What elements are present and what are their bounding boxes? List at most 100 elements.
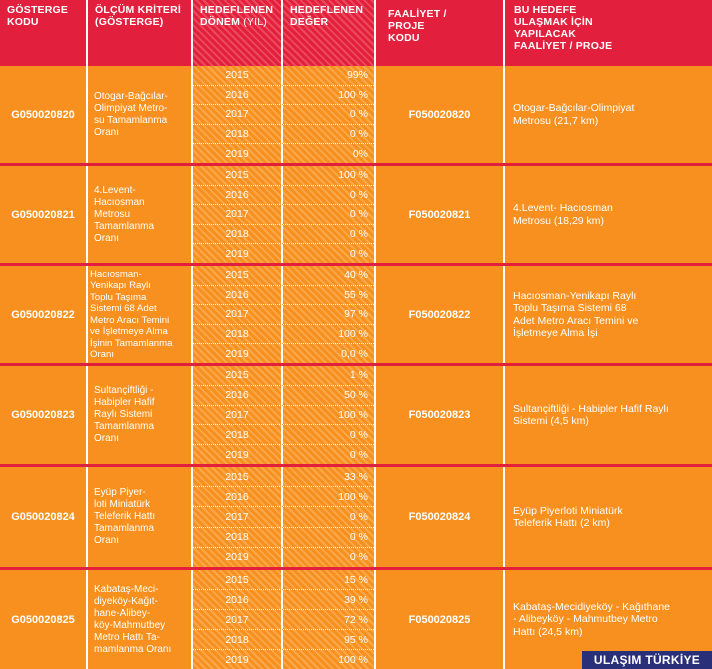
table-row: 2018 0 % xyxy=(193,425,374,446)
year-cell: 2017 xyxy=(193,205,283,224)
value-cell: 99% xyxy=(346,69,368,82)
table-row: 2018 100 % xyxy=(193,324,374,345)
indicator-code: G050020822 xyxy=(0,266,88,363)
activity-description: Sultançiftliği - Habipler Hafif Raylı Si… xyxy=(513,402,669,428)
value-cell: 0 % xyxy=(349,247,368,260)
year-cell: 2018 xyxy=(193,630,283,649)
indicator-code: G050020823 xyxy=(0,366,88,464)
value-cell: 0 % xyxy=(349,551,368,564)
year-cell: 2015 xyxy=(193,66,283,85)
value-cell: 100 % xyxy=(338,169,368,182)
year-cell: 2017 xyxy=(193,105,283,124)
value-cell: 0% xyxy=(352,147,368,160)
activity-description: Kabataş-Mecidiyeköy - Kağıthane - Alibey… xyxy=(513,600,671,638)
table-row: 2017 97 % xyxy=(193,305,374,325)
year-cell: 2019 xyxy=(193,344,283,363)
footer-badge: ULAŞIM TÜRKİYE xyxy=(582,651,712,669)
value-cell: 72 % xyxy=(344,613,368,626)
header-target-value: HEDEFLENEN DEĞER xyxy=(283,0,376,66)
header-target-period: HEDEFLENEN DÖNEM (YIL) xyxy=(193,0,283,66)
value-cell: 100 % xyxy=(338,408,368,421)
indicator-group: G050020821 4.Levent- Hacıosman Metrosu T… xyxy=(0,166,712,266)
table-row: 2018 0 % xyxy=(193,527,374,548)
year-cell: 2018 xyxy=(193,224,283,244)
value-cell: 0 % xyxy=(349,208,368,221)
year-cell: 2015 xyxy=(193,570,283,589)
year-cell: 2019 xyxy=(193,445,283,464)
value-cell: 0,0 % xyxy=(341,347,368,360)
table-row: 2015 99% xyxy=(193,66,374,86)
table-row: 2017 0 % xyxy=(193,105,374,125)
table-row: 2015 1 % xyxy=(193,366,374,386)
table-row: 2017 0 % xyxy=(193,507,374,528)
value-cell: 0 % xyxy=(349,511,368,523)
table-row: 2016 0 % xyxy=(193,185,374,206)
table-row: 2019 0 % xyxy=(193,445,374,464)
value-cell: 0 % xyxy=(349,188,368,201)
year-values: 2015 33 % 2016 100 % 2017 0 % 2018 0 % 2019 0… xyxy=(193,467,376,568)
year-cell: 2016 xyxy=(193,85,283,105)
year-values: 2015 15 % 2016 39 % 2017 72 % 2018 95 % 2019… xyxy=(193,570,376,669)
year-cell: 2018 xyxy=(193,527,283,547)
indicator-group: G050020822 Hacıosman- Yenikapı Raylı Top… xyxy=(0,266,712,366)
year-cell: 2016 xyxy=(193,590,283,609)
year-values: 2015 1 % 2016 50 % 2017 100 % 2018 0 % 2019 0… xyxy=(193,366,376,464)
indicator-code: G050020825 xyxy=(0,570,88,669)
activity-description: Eyüp Piyerloti Miniatürk Teleferik Hattı… xyxy=(513,504,623,530)
value-cell: 100 % xyxy=(338,328,368,341)
activity-description: Otogar-Bağcılar-Olimpiyat Metrosu (21,7 … xyxy=(513,102,635,127)
header-period-title: HEDEFLENEN xyxy=(200,4,274,16)
value-cell: 95 % xyxy=(344,633,368,646)
table-row: 2016 50 % xyxy=(193,385,374,406)
year-cell: 2018 xyxy=(193,425,283,445)
year-cell: 2015 xyxy=(193,166,283,185)
table-row: 2019 100 % xyxy=(193,650,374,669)
table-row: 2016 100 % xyxy=(193,85,374,106)
activity-description: 4.Levent- Hacıosman Metrosu (18,29 km) xyxy=(513,202,613,227)
value-cell: 0 % xyxy=(349,531,368,544)
criterion: Otogar-Bağcılar- Olimpiyat Metro- su Tam… xyxy=(88,66,193,163)
header-period-word: DÖNEM xyxy=(200,16,241,28)
criterion: 4.Levent- Hacıosman Metrosu Tamamlanma O… xyxy=(88,166,193,263)
header-criterion: ÖLÇÜM KRİTERİ (GÖSTERGE) xyxy=(88,0,193,66)
header-activity-code: FAALİYET / PROJE KODU xyxy=(376,0,505,66)
activity-code: F050020823 xyxy=(376,366,505,464)
year-cell: 2017 xyxy=(193,507,283,527)
table-row: 2019 0 % xyxy=(193,244,374,263)
year-cell: 2015 xyxy=(193,467,283,487)
value-cell: 0 % xyxy=(349,448,368,461)
table-row: 2019 0% xyxy=(193,144,374,163)
header-criterion-sub: (GÖSTERGE) xyxy=(95,16,164,28)
year-cell: 2019 xyxy=(193,244,283,263)
value-cell: 0 % xyxy=(349,428,368,441)
indicator-code: G050020820 xyxy=(0,66,88,163)
indicator-group: G050020820 Otogar-Bağcılar- Olimpiyat Me… xyxy=(0,66,712,166)
table-row: 2016 100 % xyxy=(193,487,374,508)
header-indicator-code: GÖSTERGE KODU xyxy=(0,0,88,66)
table-row: 2018 95 % xyxy=(193,630,374,650)
indicator-group: G050020823 Sultançiftliği - Habipler Haf… xyxy=(0,366,712,467)
table-row: 2015 40 % xyxy=(193,266,374,286)
header-criterion-title: ÖLÇÜM KRİTERİ xyxy=(95,4,182,16)
table-row: 2015 100 % xyxy=(193,166,374,186)
table-header: GÖSTERGE KODU ÖLÇÜM KRİTERİ (GÖSTERGE) H… xyxy=(0,0,712,66)
value-cell: 40 % xyxy=(344,269,368,282)
value-cell: 50 % xyxy=(344,389,368,402)
value-cell: 55 % xyxy=(344,288,368,301)
value-cell: 100 % xyxy=(338,88,368,101)
criterion: Kabataş-Meci- diyeköy-Kağıt- hane-Alibey… xyxy=(88,570,193,669)
table-row: 2017 72 % xyxy=(193,610,374,630)
year-cell: 2016 xyxy=(193,487,283,507)
year-values: 2015 100 % 2016 0 % 2017 0 % 2018 0 % 2019 0 … xyxy=(193,166,376,263)
value-cell: 39 % xyxy=(344,593,368,606)
activity-code: F050020821 xyxy=(376,166,505,263)
year-cell: 2018 xyxy=(193,124,283,144)
activity-code: F050020822 xyxy=(376,266,505,363)
year-values: 2015 99% 2016 100 % 2017 0 % 2018 0 % 2019 0% xyxy=(193,66,376,163)
year-cell: 2016 xyxy=(193,185,283,205)
year-cell: 2017 xyxy=(193,305,283,324)
year-cell: 2019 xyxy=(193,547,283,568)
header-activity: BU HEDEFE ULAŞMAK İÇİN YAPILACAK FAALİYE… xyxy=(514,4,613,52)
activity-code: F050020820 xyxy=(376,66,505,163)
